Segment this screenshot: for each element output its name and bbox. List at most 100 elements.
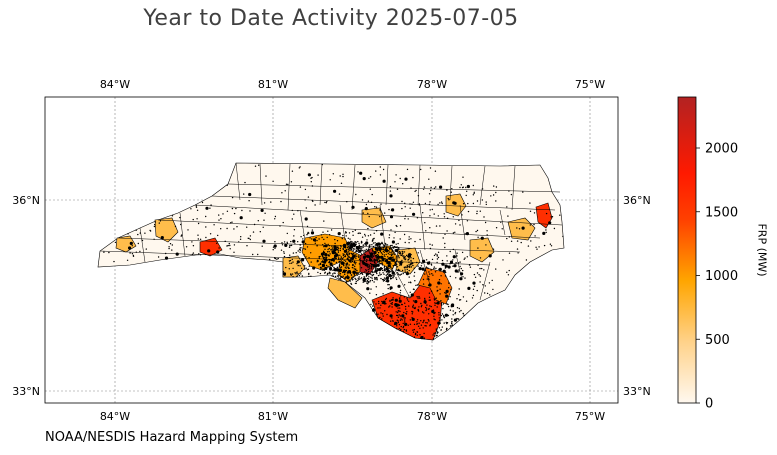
- fire-detection-point: [303, 234, 305, 237]
- fire-detection-point: [274, 241, 276, 243]
- fire-detection-point: [390, 254, 393, 257]
- fire-detection-point: [447, 303, 449, 306]
- fire-detection-point: [385, 260, 387, 263]
- fire-detection-point: [365, 248, 367, 251]
- fire-detection-point: [392, 265, 394, 267]
- fire-detection-point: [303, 254, 305, 256]
- fire-detection-point: [377, 268, 379, 270]
- fire-detection-point: [506, 271, 508, 273]
- fire-detection-point: [423, 312, 425, 314]
- fire-detection-point: [423, 337, 425, 340]
- fire-detection-point: [326, 273, 329, 275]
- fire-detection-point: [437, 281, 441, 285]
- fire-detection-point: [348, 272, 350, 274]
- fire-detection-point: [342, 173, 344, 175]
- fire-detection-point: [431, 208, 433, 211]
- fire-detection-point: [381, 278, 384, 281]
- fire-detection-point: [385, 258, 387, 261]
- fire-detection-point: [429, 243, 431, 245]
- colorbar-tick-label: 1500: [705, 205, 738, 220]
- fire-detection-point: [430, 290, 433, 292]
- source-credit: NOAA/NESDIS Hazard Mapping System: [45, 430, 299, 445]
- fire-detection-point: [113, 260, 115, 263]
- fire-detection-point: [301, 275, 303, 277]
- fire-detection-point: [350, 271, 352, 274]
- fire-detection-point: [292, 239, 296, 243]
- fire-detection-point: [412, 288, 415, 290]
- fire-detection-point: [445, 289, 449, 293]
- fire-detection-point: [434, 319, 436, 321]
- fire-detection-point: [476, 210, 478, 212]
- fire-detection-point: [420, 324, 423, 326]
- fire-detection-point: [408, 266, 411, 268]
- fire-detection-point: [439, 225, 441, 227]
- fire-detection-point: [396, 260, 398, 262]
- fire-detection-point: [415, 284, 417, 287]
- fire-detection-point: [389, 185, 392, 188]
- fire-detection-point: [410, 257, 412, 259]
- fire-detection-point: [444, 266, 447, 268]
- fire-detection-point: [126, 259, 129, 261]
- fire-detection-point: [376, 259, 378, 261]
- fire-detection-point: [384, 242, 386, 245]
- fire-detection-point: [199, 238, 202, 240]
- fire-detection-point: [329, 253, 331, 255]
- fire-detection-point: [429, 324, 432, 326]
- fire-detection-point: [397, 320, 399, 322]
- fire-detection-point: [440, 329, 442, 331]
- fire-detection-point: [459, 224, 461, 226]
- fire-detection-point: [348, 232, 351, 234]
- fire-detection-point: [378, 255, 380, 258]
- fire-detection-point: [462, 276, 464, 278]
- fire-detection-point: [361, 241, 363, 243]
- fire-detection-point: [404, 271, 406, 273]
- fire-detection-point: [398, 246, 400, 249]
- fire-detection-point: [432, 334, 434, 336]
- fire-detection-point: [355, 241, 357, 243]
- fire-detection-point: [393, 259, 395, 262]
- fire-detection-point: [181, 234, 183, 236]
- fire-detection-point: [408, 276, 410, 278]
- fire-detection-point: [397, 249, 399, 252]
- fire-detection-point: [436, 286, 438, 288]
- map-frame: [44, 96, 619, 404]
- fire-detection-point: [352, 230, 354, 233]
- fire-detection-point: [373, 250, 377, 255]
- fire-detection-point: [153, 225, 156, 228]
- fire-detection-point: [243, 193, 245, 195]
- fire-detection-point: [395, 258, 397, 260]
- fire-detection-point: [409, 263, 412, 265]
- fire-detection-point: [403, 255, 405, 257]
- fire-detection-point: [399, 315, 401, 317]
- fire-detection-point: [409, 203, 411, 205]
- fire-detection-point: [339, 269, 342, 271]
- fire-detection-point: [368, 276, 370, 278]
- fire-detection-point: [141, 239, 144, 242]
- fire-detection-point: [329, 179, 331, 181]
- fire-detection-point: [347, 237, 349, 239]
- fire-detection-point: [437, 251, 440, 253]
- fire-detection-point: [354, 265, 356, 268]
- fire-detection-point: [325, 257, 327, 259]
- fire-detection-point: [389, 274, 392, 276]
- fire-detection-point: [311, 176, 313, 179]
- fire-detection-point: [467, 210, 470, 213]
- fire-detection-point: [344, 260, 347, 262]
- fire-detection-point: [292, 276, 294, 278]
- fire-detection-point: [354, 229, 356, 231]
- fire-detection-point: [299, 186, 302, 188]
- fire-detection-point: [288, 268, 290, 270]
- fire-detection-point: [192, 252, 195, 254]
- fire-detection-point: [403, 328, 405, 331]
- fire-detection-point: [348, 264, 350, 266]
- fire-detection-point: [406, 299, 409, 301]
- fire-detection-point: [452, 314, 454, 316]
- fire-detection-point: [342, 253, 344, 255]
- fire-detection-point: [529, 202, 531, 204]
- fire-detection-point: [395, 277, 397, 279]
- fire-detection-point: [365, 203, 368, 206]
- colorbar: 0 500 1000 1500 2000: [677, 96, 738, 412]
- fire-detection-point: [398, 324, 401, 326]
- fire-detection-point: [357, 240, 359, 243]
- fire-detection-point: [351, 277, 353, 279]
